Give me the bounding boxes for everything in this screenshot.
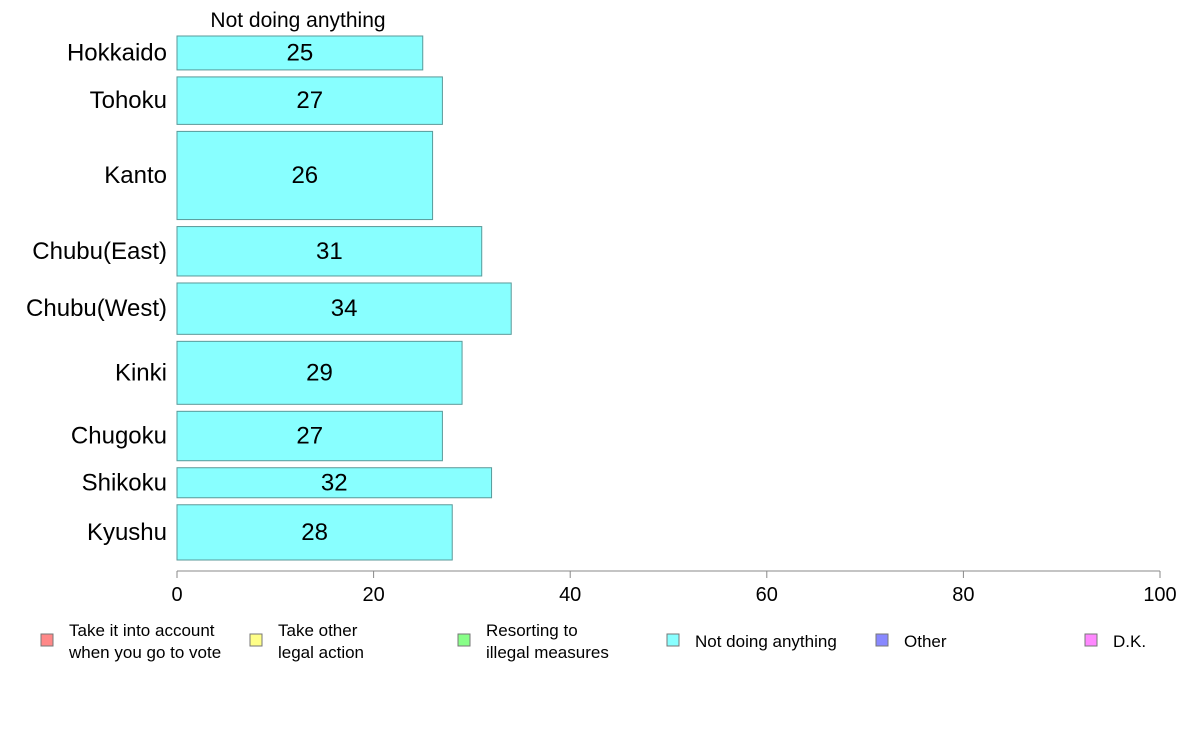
legend-swatch bbox=[40, 633, 54, 647]
legend-swatch bbox=[666, 633, 680, 647]
value-label: 27 bbox=[296, 87, 323, 114]
bar-chubu-west bbox=[176, 282, 512, 335]
bar-chubu-east bbox=[176, 226, 483, 277]
value-label: 32 bbox=[321, 469, 348, 496]
legend-label: legal action bbox=[278, 643, 364, 662]
legend-swatch bbox=[249, 633, 263, 647]
x-tick-label: 80 bbox=[952, 584, 974, 606]
bar-tohoku bbox=[176, 76, 443, 125]
category-label: Chubu(West) bbox=[26, 295, 167, 322]
category-label: Chubu(East) bbox=[32, 238, 167, 265]
bar-shikoku bbox=[176, 467, 493, 499]
legend-item: Resorting to illegal measures bbox=[457, 621, 609, 662]
legend-label: Take other bbox=[278, 621, 358, 640]
legend-item: Take it into account when you go to vote bbox=[40, 621, 221, 662]
legend-label: illegal measures bbox=[486, 643, 609, 662]
legend-label: D.K. bbox=[1113, 632, 1146, 651]
value-label: 27 bbox=[296, 423, 323, 450]
category-label: Kanto bbox=[104, 162, 167, 189]
legend-label: Resorting to bbox=[486, 621, 578, 640]
x-tick-label: 20 bbox=[362, 584, 384, 606]
legend-item: Other bbox=[875, 632, 947, 651]
category-label: Tohoku bbox=[90, 87, 167, 114]
legend-swatch bbox=[1084, 633, 1098, 647]
category-label: Kyushu bbox=[87, 519, 167, 546]
legend-swatch bbox=[875, 633, 889, 647]
bar-kinki bbox=[176, 340, 463, 405]
value-label: 29 bbox=[306, 359, 333, 386]
x-tick-label: 0 bbox=[171, 584, 182, 606]
x-tick-label: 100 bbox=[1143, 584, 1176, 606]
legend-swatch bbox=[457, 633, 471, 647]
x-axis: 0 20 40 60 80 100 bbox=[171, 570, 1177, 606]
bar-kanto bbox=[176, 130, 434, 221]
bar-group: Hokkaido 25 Tohoku 27 Kanto 26 Chubu(East) 31 Ch… bbox=[26, 35, 512, 561]
x-tick-label: 40 bbox=[559, 584, 581, 606]
value-label: 31 bbox=[316, 238, 343, 265]
x-tick-label: 60 bbox=[756, 584, 778, 606]
category-label: Chugoku bbox=[71, 423, 167, 450]
value-label: 25 bbox=[287, 39, 314, 66]
value-label: 34 bbox=[331, 295, 358, 322]
legend-label: Not doing anything bbox=[695, 632, 837, 651]
bar-chugoku bbox=[176, 410, 443, 462]
value-label: 26 bbox=[291, 162, 318, 189]
legend-label: when you go to vote bbox=[68, 643, 221, 662]
legend-item: Take other legal action bbox=[249, 621, 364, 662]
category-label: Shikoku bbox=[82, 469, 167, 496]
bar-hokkaido bbox=[176, 35, 424, 71]
legend-item: D.K. bbox=[1084, 632, 1146, 651]
bar-kyushu bbox=[176, 504, 453, 561]
value-label: 28 bbox=[301, 519, 328, 546]
legend-label: Other bbox=[904, 632, 947, 651]
category-label: Kinki bbox=[115, 359, 167, 386]
category-label: Hokkaido bbox=[67, 39, 167, 66]
legend-label: Take it into account bbox=[69, 621, 215, 640]
legend-item: Not doing anything bbox=[666, 632, 837, 651]
series-header: Not doing anything bbox=[210, 9, 385, 32]
